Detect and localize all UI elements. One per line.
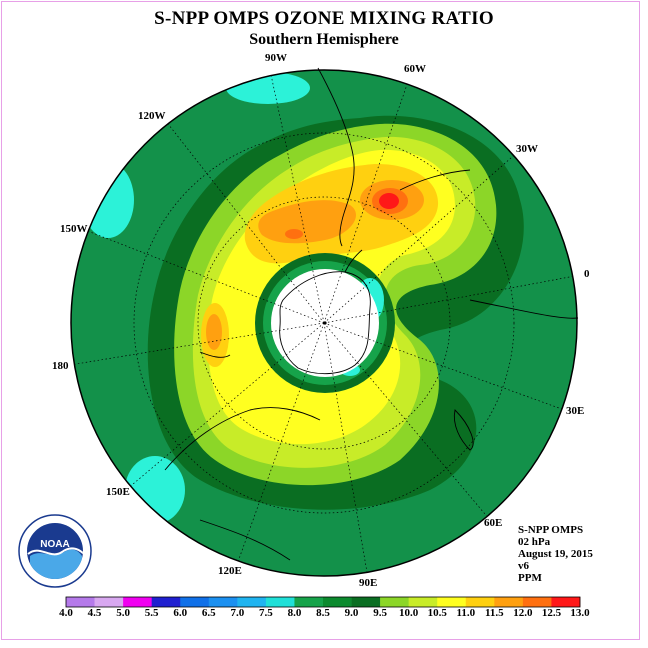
meridian-60e	[323, 322, 491, 521]
map-title: S-NPP OMPS OZONE MIXING RATIO	[154, 8, 494, 29]
logo-text: NOAA	[40, 539, 69, 550]
colorbar-tick-label: 12.0	[513, 607, 533, 619]
colorbar-tick-label: 10.5	[427, 607, 447, 619]
colorbar-tick-label: 11.0	[456, 607, 476, 619]
latitude-circle-60s	[197, 196, 451, 450]
meridian-150e	[119, 322, 325, 496]
meridian-90e	[323, 322, 369, 576]
colorbar-swatch	[351, 597, 381, 607]
info-version: v6	[518, 560, 529, 572]
colorbar-tick-label: 11.5	[485, 607, 504, 619]
logo-seabird-wave	[30, 549, 82, 579]
colorbar	[65, 596, 581, 608]
colorbar-swatch	[94, 597, 124, 607]
lon-label-150e: 150E	[106, 486, 130, 498]
info-instrument: S-NPP OMPS	[518, 524, 584, 536]
lon-label-30e: 30E	[566, 405, 585, 417]
lon-label-120w: 120W	[138, 110, 166, 122]
colorbar-tick-label: 8.5	[316, 607, 330, 619]
colorbar-swatch	[494, 597, 524, 607]
colorbar-swatch	[408, 597, 438, 607]
meridians	[71, 70, 577, 576]
coastline-antarctic-peninsula	[344, 249, 363, 273]
colorbar-tick-label: 5.0	[116, 607, 130, 619]
ozone-red-core	[379, 193, 399, 209]
map-disk-outline	[70, 69, 578, 577]
lon-label-60e: 60E	[484, 517, 503, 529]
colorbar-tick-label: 4.5	[87, 607, 102, 619]
coastline-africa	[469, 299, 579, 319]
colorbar-swatch	[151, 597, 181, 607]
colorbar-swatch	[123, 597, 152, 607]
info-units: PPM	[518, 572, 542, 584]
graticule	[71, 70, 577, 576]
colorbar-tick-label: 10.0	[399, 607, 419, 619]
colorbar-swatch	[380, 597, 409, 607]
plot-frame	[1, 1, 640, 640]
colorbar-tick-label: 5.5	[144, 607, 159, 619]
meridian-120w	[164, 119, 325, 324]
colorbar-tick-label: 12.5	[541, 607, 562, 619]
coastline-indonesia	[199, 519, 291, 561]
lon-label-30w: 30W	[516, 143, 538, 155]
colorbar-tick-label: 7.0	[230, 607, 245, 619]
coastline-madagascar	[453, 409, 474, 451]
coastline-antarctica	[279, 271, 371, 375]
coastline-new-zealand	[199, 351, 231, 358]
colorbar-swatch	[551, 597, 581, 607]
south-pole-marker	[323, 321, 327, 325]
colorbar-swatch	[66, 597, 95, 607]
meridian-90w	[269, 70, 325, 324]
colorbar-tick-label: 6.0	[173, 607, 188, 619]
colorbar-swatch	[522, 597, 552, 607]
colorbar-tick-label: 13.0	[570, 607, 590, 619]
colorbar-swatch	[208, 597, 238, 607]
colorbar-swatch	[437, 597, 467, 607]
info-level: 02 hPa	[518, 536, 551, 548]
meridian-150w	[84, 229, 325, 324]
ozone-darkorange-patch-70w	[285, 229, 303, 239]
meridian-180	[71, 322, 325, 366]
coastlines	[164, 67, 579, 561]
info-date: August 19, 2015	[518, 548, 593, 560]
lon-label-150w: 150W	[60, 223, 88, 235]
ozone-band-orange	[258, 200, 356, 244]
lon-label-0: 0	[584, 268, 590, 280]
map-subtitle: Southern Hemisphere	[249, 31, 399, 48]
lon-label-90e: 90E	[359, 577, 378, 589]
coastline-south-america	[317, 67, 355, 247]
colorbar-tick-label: 7.5	[259, 607, 273, 619]
latitude-circle-30s	[133, 132, 515, 514]
colorbar-tick-label: 4.0	[59, 607, 73, 619]
colorbar-swatch	[265, 597, 295, 607]
colorbar-outline	[65, 596, 581, 608]
colorbar-swatch	[323, 597, 352, 607]
colorbar-tick-label: 9.0	[344, 607, 359, 619]
ozone-field	[71, 70, 577, 576]
ozone-orange-patch-180	[206, 314, 222, 350]
logo-wave-line	[27, 547, 83, 556]
meridian-0	[323, 274, 577, 324]
colorbar-swatch	[237, 597, 267, 607]
lon-label-60w: 60W	[404, 63, 426, 75]
colorbar-swatch	[180, 597, 210, 607]
colorbar-tick-label: 8.0	[287, 607, 302, 619]
lon-label-120e: 120E	[218, 565, 242, 577]
coastline-australia	[164, 407, 321, 471]
noaa-logo: NOAA	[18, 514, 92, 588]
colorbar-tick-label: 9.5	[373, 607, 387, 619]
colorbar-swatch	[294, 597, 324, 607]
lon-label-180: 180	[52, 360, 69, 372]
colorbar-swatch	[465, 597, 495, 607]
coastline-south-africa	[399, 169, 471, 191]
lon-label-90w: 90W	[265, 52, 287, 64]
colorbar-tick-label: 6.5	[201, 607, 216, 619]
